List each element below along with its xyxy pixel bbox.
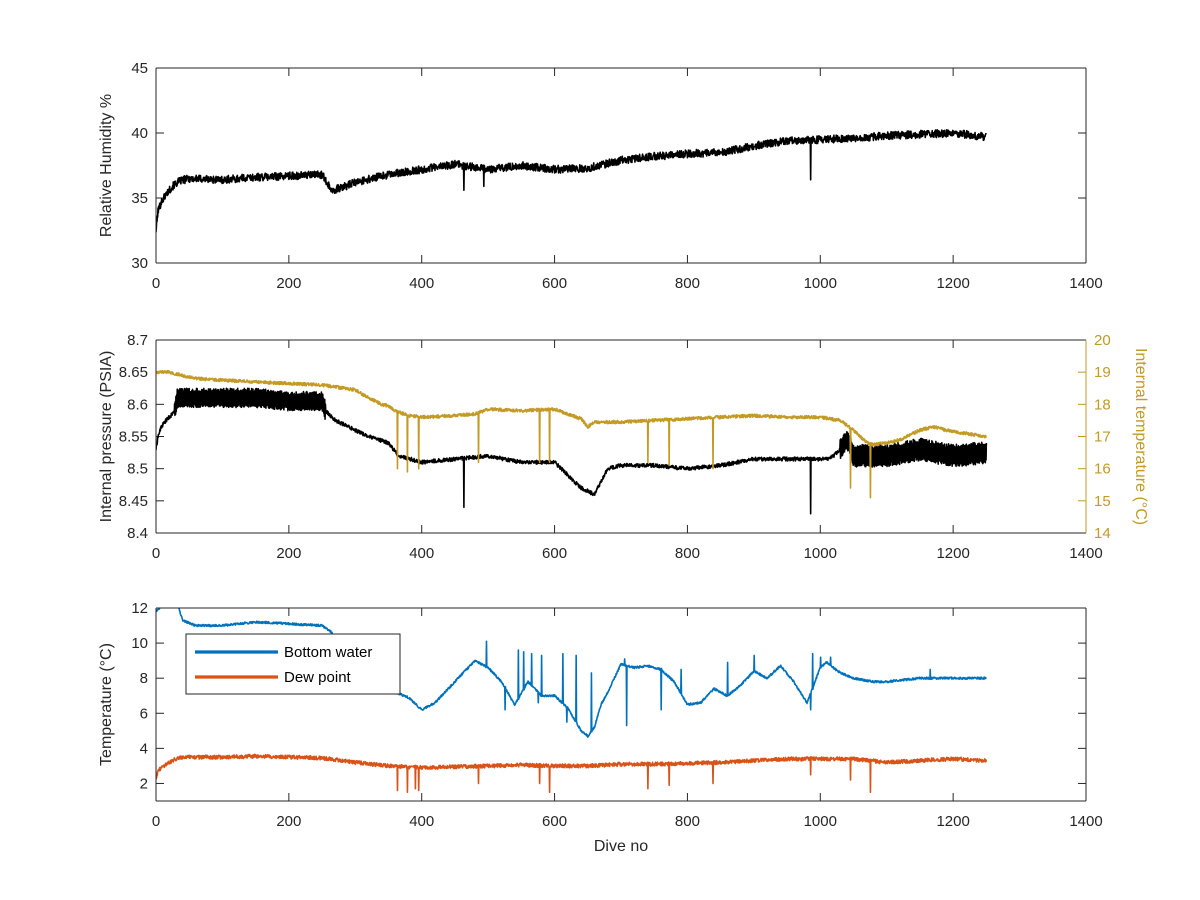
series-line-dew-point [156, 753, 988, 794]
x-tick-label: 1000 [804, 275, 837, 292]
water-dewpoint-panel: 0 200 400 600 800 1000 1200 1400 2 4 6 8 10 12 Tempera… [98, 600, 1103, 855]
y-tick-label: 8.45 [119, 493, 148, 510]
y-tick-label: 6 [140, 705, 148, 722]
legend-label: Dew point [284, 669, 352, 686]
x-tick-label: 1400 [1069, 813, 1102, 830]
y-axis-label: Temperature (°C) [98, 643, 115, 766]
series-line-relative-humidity [156, 128, 988, 233]
y-tick-label: 8.65 [119, 364, 148, 381]
legend: Bottom water Dew point [185, 633, 401, 695]
y-tick-label: 8.7 [127, 332, 148, 349]
humidity-panel: 0 200 400 600 800 1000 1200 1400 30 35 40 45 Relativ… [98, 60, 1103, 292]
y2-tick-label: 19 [1094, 364, 1111, 381]
x-tick-label: 400 [409, 813, 434, 830]
x-tick-label: 0 [152, 275, 160, 292]
plot-area [156, 340, 1086, 533]
y-tick-label: 4 [140, 740, 148, 757]
series-line-internal-pressure [156, 387, 988, 515]
x-tick-label: 1400 [1069, 545, 1102, 562]
y2-tick-label: 17 [1094, 429, 1111, 446]
y-tick-label: 10 [131, 635, 148, 652]
y2-tick-label: 18 [1094, 396, 1111, 413]
series-group [156, 369, 988, 515]
y2-tick-label: 20 [1094, 332, 1111, 349]
series-group [156, 608, 988, 794]
y2-axis-label: Internal temperature (°C) [1132, 348, 1149, 525]
y2-tick-label: 15 [1094, 493, 1111, 510]
plot-area [156, 68, 1086, 263]
y-tick-label: 35 [131, 190, 148, 207]
x-tick-label: 0 [152, 813, 160, 830]
series-line-internal-temperature [156, 369, 987, 499]
legend-box [185, 633, 401, 695]
x-tick-label: 400 [409, 545, 434, 562]
x-tick-label: 1200 [936, 813, 969, 830]
x-tick-label: 800 [675, 813, 700, 830]
x-tick-label: 400 [409, 275, 434, 292]
x-tick-label: 800 [675, 275, 700, 292]
x-tick-label: 200 [276, 275, 301, 292]
y-tick-label: 8.6 [127, 396, 148, 413]
y-tick-label: 30 [131, 255, 148, 272]
x-tick-label: 0 [152, 545, 160, 562]
y2-tick-label: 14 [1094, 525, 1111, 542]
y-tick-label: 40 [131, 125, 148, 142]
x-tick-label: 200 [276, 545, 301, 562]
y-tick-label: 8.4 [127, 525, 148, 542]
y-tick-label: 8.5 [127, 461, 148, 478]
x-tick-label: 1000 [804, 813, 837, 830]
y-tick-label: 2 [140, 775, 148, 792]
x-tick-label: 1000 [804, 545, 837, 562]
x-tick-label: 600 [542, 545, 567, 562]
y-tick-label: 45 [131, 60, 148, 77]
y2-tick-label: 16 [1094, 461, 1111, 478]
x-axis-label: Dive no [594, 838, 648, 855]
x-tick-label: 1200 [936, 545, 969, 562]
series-line-bottom-water [156, 608, 987, 738]
legend-label: Bottom water [284, 644, 372, 661]
y-axis-label: Relative Humidity % [98, 94, 115, 237]
x-tick-label: 600 [542, 275, 567, 292]
y-axis-label: Internal pressure (PSIA) [98, 351, 115, 523]
y-tick-label: 8 [140, 670, 148, 687]
x-tick-label: 1200 [936, 275, 969, 292]
y-tick-label: 8.55 [119, 429, 148, 446]
x-tick-label: 200 [276, 813, 301, 830]
pressure-temperature-panel: 0 200 400 600 800 1000 1200 1400 8.4 8.45 8.5 8.55 8… [98, 332, 1149, 562]
series-group [156, 128, 988, 233]
x-tick-label: 1400 [1069, 275, 1102, 292]
x-tick-label: 800 [675, 545, 700, 562]
x-tick-label: 600 [542, 813, 567, 830]
y-tick-label: 12 [131, 600, 148, 617]
